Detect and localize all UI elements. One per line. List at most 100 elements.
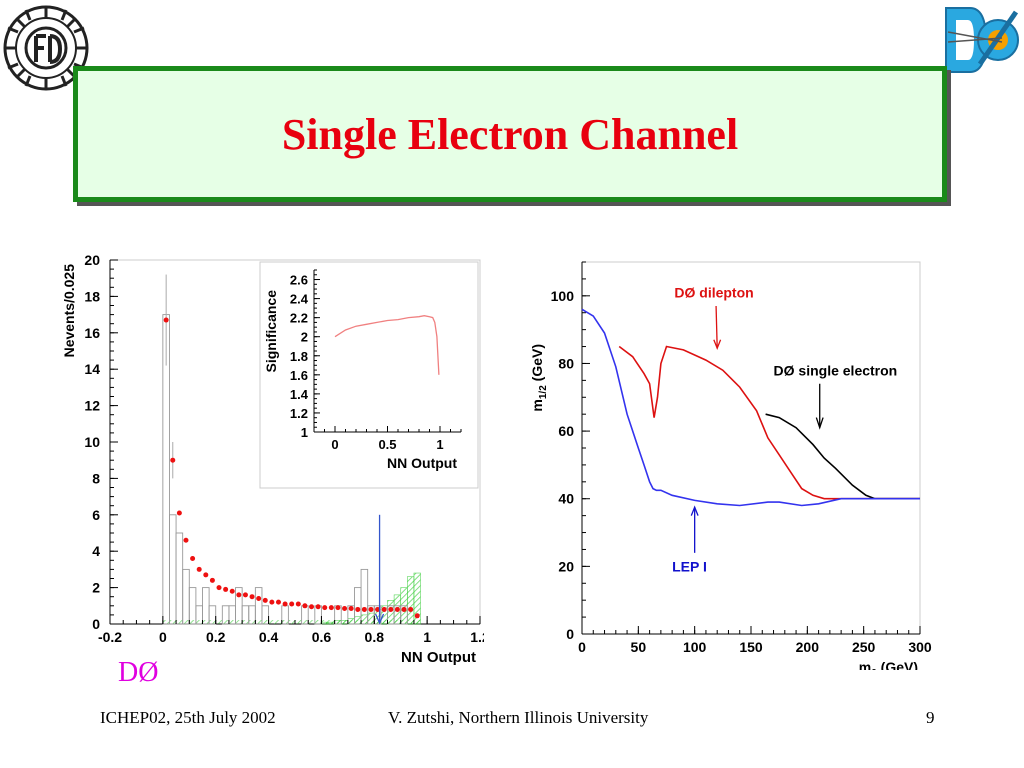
y-tick-label: 100: [551, 288, 575, 304]
nn-output-histogram: -0.200.20.40.60.811.202468101214161820NN…: [61, 252, 484, 666]
background-point: [342, 606, 348, 612]
x-tick-label: 250: [852, 639, 876, 655]
msugra-exclusion-plot: 0 50 100 150 200 250 300 0 20 40 60 80 100 m0 (GeV) m1…: [529, 261, 932, 670]
background-point: [368, 606, 374, 612]
data-bar: [261, 605, 270, 625]
background-point: [328, 605, 334, 611]
title-box: Single Electron Channel: [73, 66, 947, 202]
y-tick-label: 8: [92, 470, 100, 486]
inset-panel: [259, 261, 479, 489]
inset-y-tick-label: 2.6: [290, 273, 308, 288]
background-point: [275, 599, 281, 605]
cut-arrow-head: [374, 613, 385, 625]
data-bar: [208, 605, 217, 625]
inset-x-tick-label: 0: [331, 437, 338, 452]
arrow-dilepton-head: [713, 339, 722, 350]
background-point: [348, 606, 354, 612]
exclusion-curve: [581, 308, 920, 507]
background-point: [176, 510, 182, 516]
background-point: [223, 586, 229, 592]
x-tick-label: 100: [683, 639, 707, 655]
x-tick-label: 150: [739, 639, 763, 655]
y-axis-label: Nevents/0.025: [61, 264, 77, 358]
background-point: [262, 597, 268, 603]
background-point: [414, 613, 420, 619]
inset-y-axis-label: Significance: [263, 290, 279, 373]
y-tick-label: 4: [92, 543, 100, 559]
background-point: [282, 601, 288, 607]
y-axis-label: m1/2 (GeV): [529, 344, 549, 412]
x-tick-label: 1.2: [470, 629, 484, 645]
inset-y-tick-label: 1.6: [290, 368, 308, 383]
plot-frame: [581, 261, 921, 635]
background-point: [190, 555, 196, 561]
footer-conference: ICHEP02, 25th July 2002: [100, 708, 276, 727]
y-tick-label: 14: [84, 361, 100, 377]
x-tick-label: 0.6: [312, 629, 332, 645]
y-tick-label: 18: [84, 288, 100, 304]
background-point: [375, 606, 381, 612]
dzero-logo: [945, 7, 1019, 73]
x-tick-label: 200: [796, 639, 820, 655]
background-point: [302, 603, 308, 609]
arrow-lep-head: [690, 505, 699, 516]
y-tick-label: 40: [558, 491, 574, 507]
background-point: [401, 606, 407, 612]
y-tick-label: 0: [92, 616, 100, 632]
y-tick-label: 0: [566, 626, 574, 642]
background-point: [203, 572, 209, 578]
y-tick-label: 10: [84, 434, 100, 450]
x-axis-label: NN Output: [401, 649, 476, 666]
inset-y-tick-label: 2: [301, 330, 308, 345]
inset-y-tick-label: 2.4: [290, 292, 309, 307]
x-tick-label: 0.2: [206, 629, 226, 645]
x-tick-label: 1: [423, 629, 431, 645]
y-tick-label: 80: [558, 355, 574, 371]
inset-x-axis-label: NN Output: [387, 455, 457, 471]
x-tick-label: 50: [631, 639, 647, 655]
background-point: [408, 606, 414, 612]
inset-y-tick-label: 1.2: [290, 406, 308, 421]
background-point: [163, 317, 169, 323]
background-point: [236, 592, 242, 598]
footer-author: V. Zutshi, Northern Illinois University: [388, 708, 649, 727]
data-bar: [360, 568, 369, 625]
y-tick-label: 2: [92, 580, 100, 596]
x-axis-label: m0 (GeV): [859, 659, 918, 670]
exclusion-curve: [765, 413, 920, 500]
background-point: [256, 596, 262, 602]
x-tick-label: 0: [578, 639, 586, 655]
x-tick-label: 0.8: [365, 629, 385, 645]
background-point: [183, 537, 189, 543]
y-tick-label: 60: [558, 423, 574, 439]
background-point: [361, 606, 367, 612]
arrow-dilepton-line: [715, 305, 718, 349]
background-point: [295, 601, 301, 607]
x-tick-label: 300: [908, 639, 932, 655]
background-point: [322, 605, 328, 611]
signal-bar: [407, 576, 415, 625]
background-point: [209, 577, 215, 583]
background-point: [309, 604, 315, 610]
exclusion-curve: [618, 345, 920, 500]
background-point: [269, 599, 275, 605]
dzero-mark: DØ: [118, 657, 159, 688]
background-point: [335, 605, 341, 611]
background-point: [355, 606, 361, 612]
footer-page-number: 9: [926, 708, 935, 727]
background-point: [216, 585, 222, 591]
background-point: [394, 606, 400, 612]
annotation-dilepton: DØ dilepton: [674, 285, 753, 301]
background-point: [289, 601, 295, 607]
y-tick-label: 16: [84, 325, 100, 341]
inset-x-tick-label: 0.5: [378, 437, 396, 452]
x-tick-label: 0: [159, 629, 167, 645]
background-point: [249, 594, 255, 600]
annotation-lep: LEP I: [672, 558, 707, 574]
data-bar: [400, 605, 408, 625]
annotation-single-electron: DØ single electron: [774, 362, 898, 378]
background-point: [388, 606, 394, 612]
y-tick-label: 12: [84, 398, 100, 414]
inset-y-tick-label: 1: [301, 425, 308, 440]
inset-y-tick-label: 2.2: [290, 311, 308, 326]
